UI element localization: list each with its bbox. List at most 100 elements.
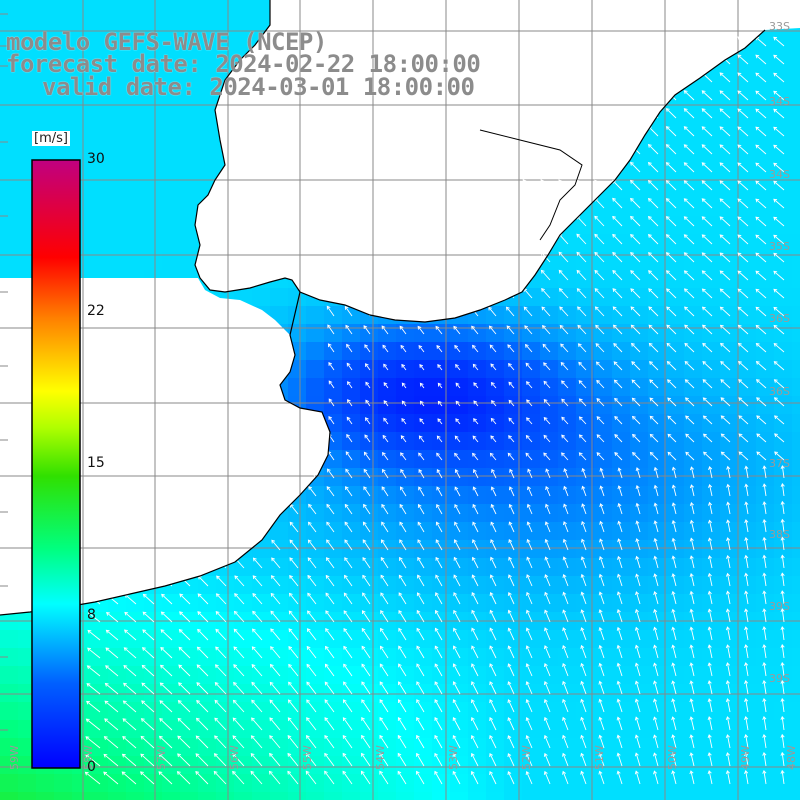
speed-cell [144,234,163,253]
speed-cell [792,504,800,523]
wind-arrow [649,361,659,371]
speed-cell [792,450,800,469]
wind-arrow [489,627,497,641]
wind-arrow [744,465,749,479]
wind-arrow [561,380,569,389]
wind-arrow [399,539,407,551]
wind-arrow [401,382,407,389]
wind-arrow [599,520,605,533]
wind-arrow [701,216,713,227]
speed-cell [0,702,19,721]
speed-cell [702,648,721,667]
speed-cell [648,684,667,703]
wind-arrow [437,382,443,389]
speed-cell [90,90,109,109]
wind-arrow [671,573,677,587]
wind-arrow [451,88,461,101]
speed-cell [72,90,91,109]
speed-cell [738,540,757,559]
wind-arrow [401,417,407,425]
wind-arrow [576,107,587,119]
speed-cell [630,792,649,800]
speed-cell [792,468,800,487]
wind-arrow [780,626,785,641]
wind-arrow [576,197,587,209]
speed-cell [270,792,289,800]
wind-arrow [490,486,497,497]
wind-arrow [215,610,227,623]
wind-arrow [719,72,731,83]
wind-arrow [252,610,263,623]
speed-cell [612,648,631,667]
wind-arrow [737,324,749,335]
wind-arrow [179,575,191,587]
wind-arrow [665,180,677,191]
wind-arrow [720,451,731,461]
wind-arrow [576,53,587,65]
wind-arrow [362,287,371,299]
wind-arrow [613,342,623,353]
wind-arrow [522,107,533,119]
speed-cell [792,252,800,271]
speed-cell [126,252,145,271]
wind-arrow [543,434,551,443]
speed-cell [792,756,800,775]
speed-cell [0,216,19,235]
speed-cell [720,774,739,793]
wind-arrow [558,53,569,65]
colorbar-tick-8: 8 [87,607,96,623]
wind-arrow [344,539,353,551]
speed-cell [792,54,800,73]
wind-arrow [576,125,587,137]
wind-arrow [708,466,713,479]
wind-arrow [755,234,767,245]
speed-cell [162,0,181,19]
wind-arrow [647,179,659,191]
wind-arrow [486,53,497,65]
wind-arrow [630,161,641,173]
speed-cell [792,90,800,109]
wind-arrow [308,486,317,497]
wind-arrow [780,572,785,587]
speed-cell [54,36,73,55]
speed-cell [18,0,37,19]
wind-arrow [123,647,137,659]
wind-arrow [270,610,281,623]
wind-arrow [271,539,281,551]
wind-arrow [504,71,515,83]
wind-arrow [382,451,389,461]
wind-arrow [522,125,533,137]
speed-cell [72,54,91,73]
speed-cell [126,0,145,19]
speed-cell [306,792,325,800]
wind-arrow [452,306,461,317]
wind-arrow [755,162,767,173]
wind-arrow [197,593,209,605]
speed-cell [792,432,800,451]
wind-arrow [326,539,335,551]
speed-cell [792,486,800,505]
speed-cell [90,162,109,181]
wind-arrow [544,556,551,569]
wind-arrow [598,556,605,569]
wind-arrow [433,34,443,47]
speed-cell [612,468,631,487]
wind-arrow [233,646,245,659]
wind-arrow [490,539,497,551]
speed-cell [738,702,757,721]
wind-arrow [649,397,659,407]
wind-arrow [308,468,317,479]
speed-cell [630,576,649,595]
wind-arrow [400,344,407,353]
speed-cell [90,234,109,253]
lon-label: 56W [228,745,241,770]
wind-arrow [288,610,299,623]
wind-arrow [436,435,443,443]
wind-arrow [504,107,515,119]
wind-arrow [689,608,695,623]
wind-arrow [526,591,533,605]
speed-cell [90,252,109,271]
wind-arrow [726,519,731,533]
speed-cell [594,666,613,685]
wind-arrow [453,609,461,623]
